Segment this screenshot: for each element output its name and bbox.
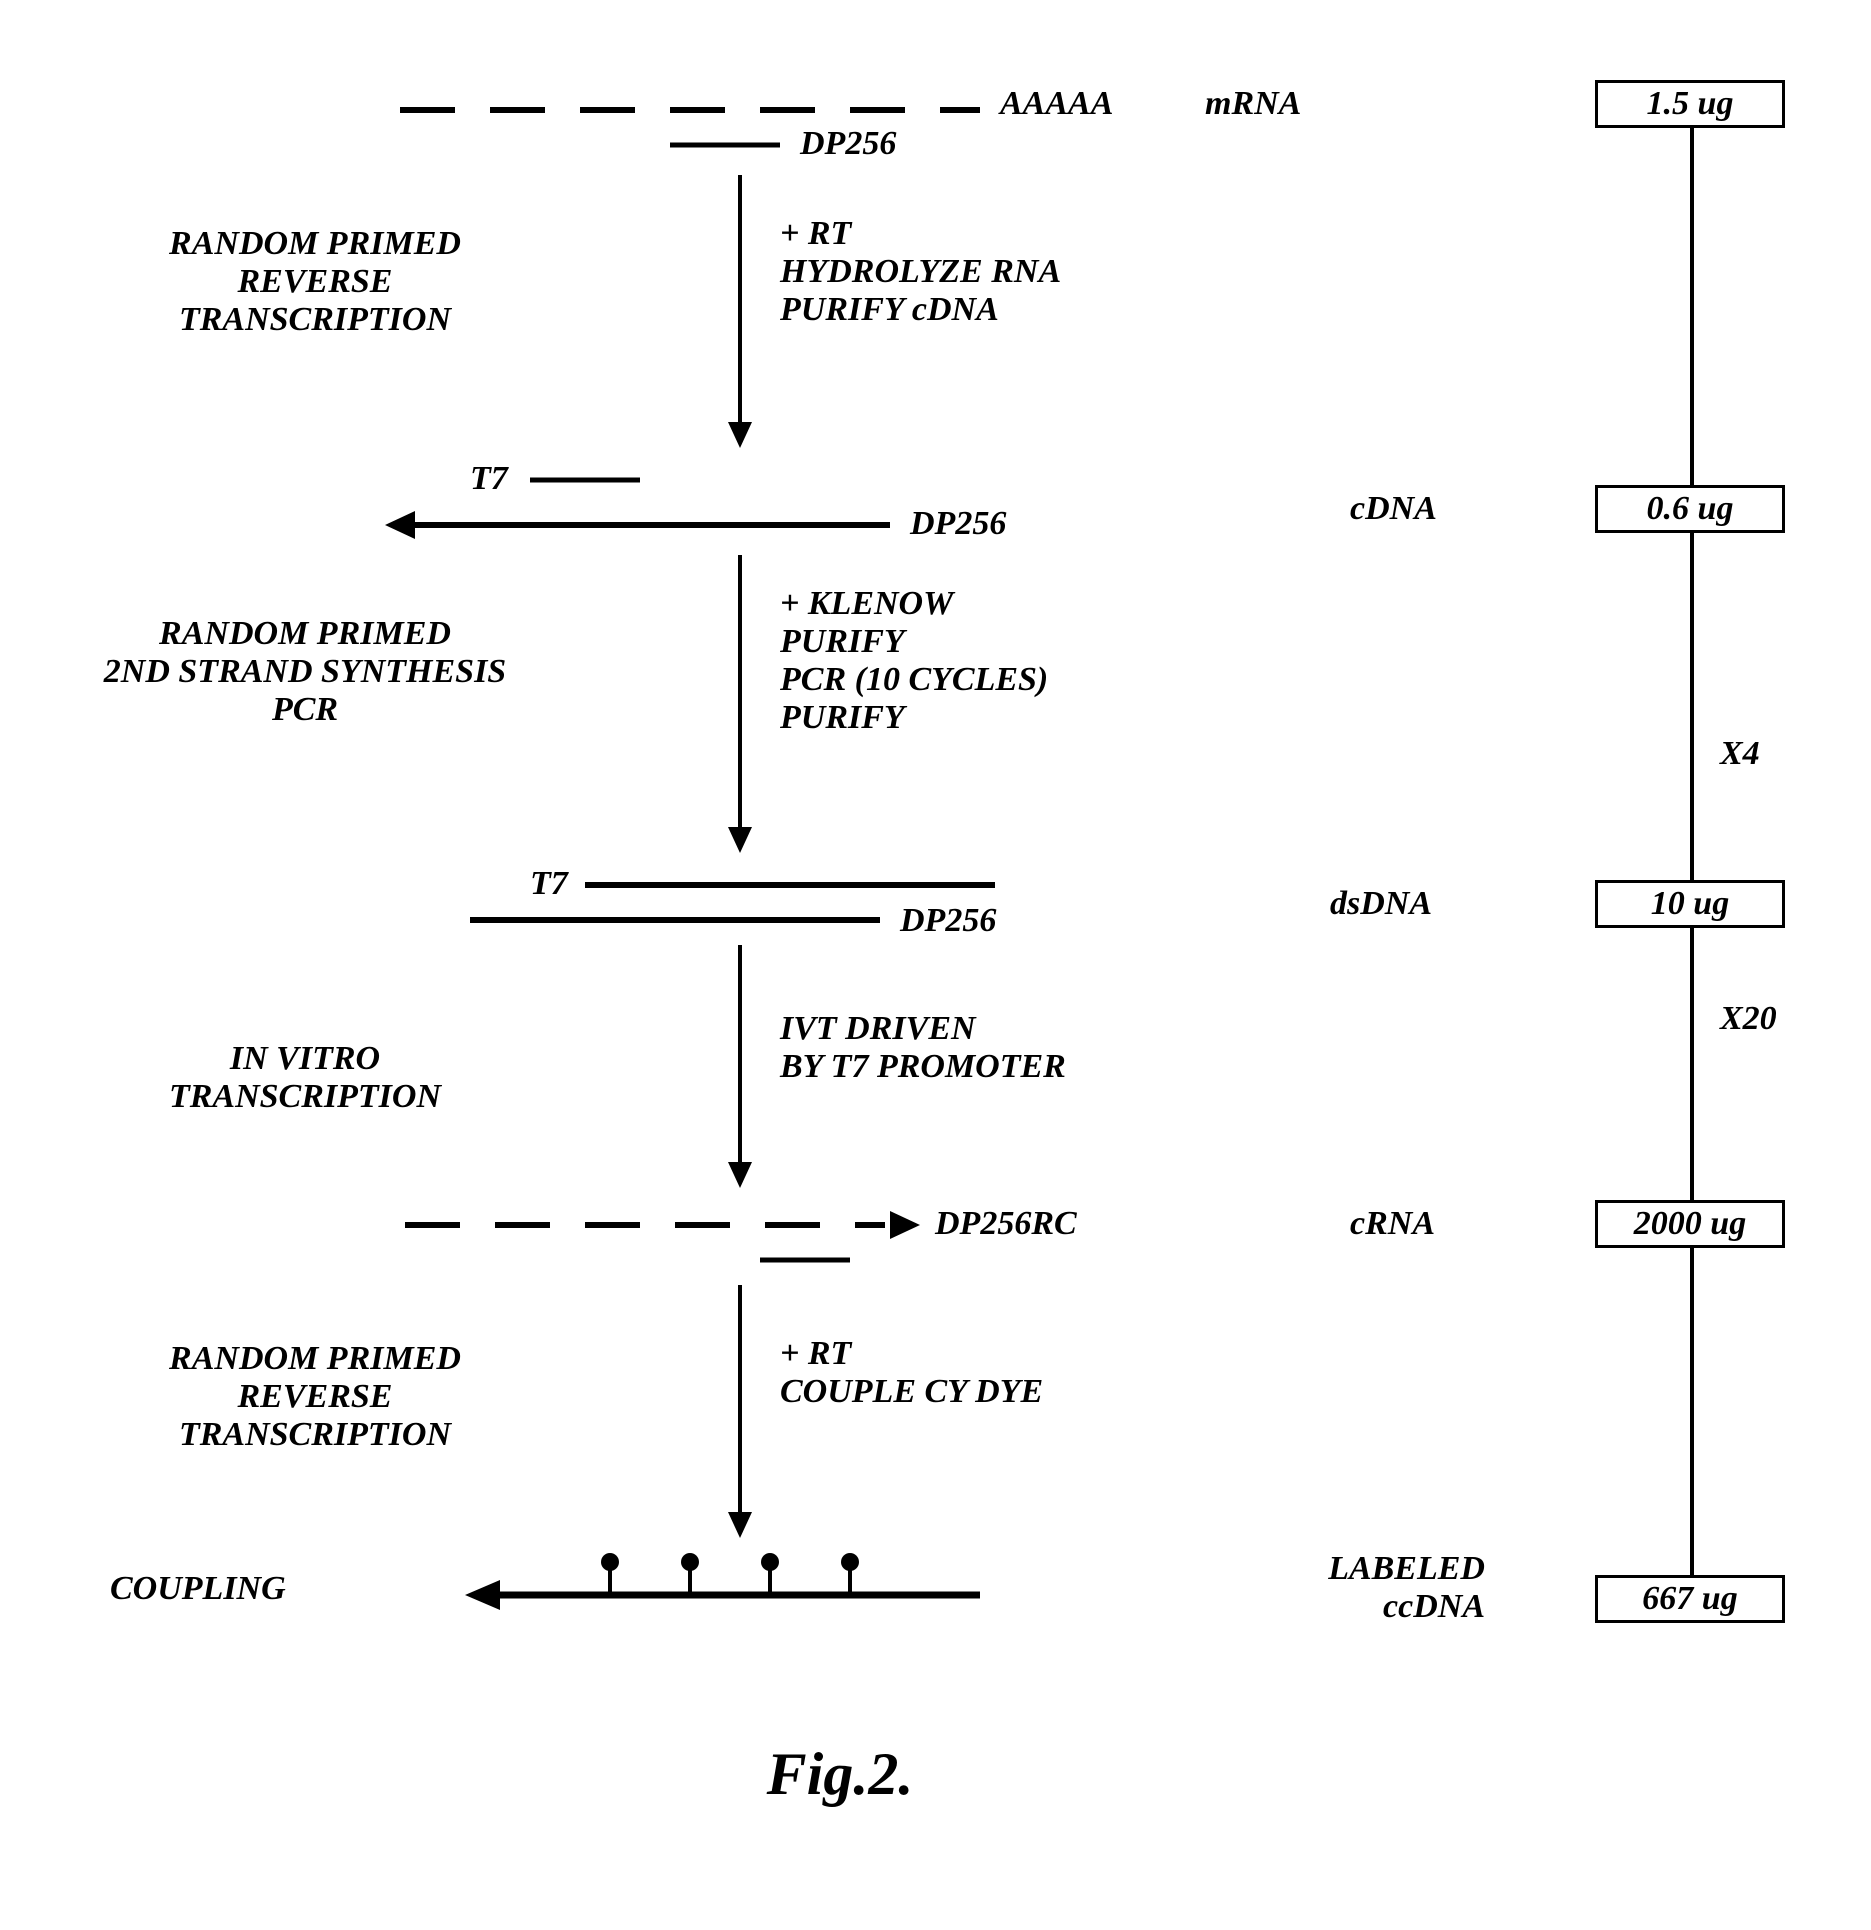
arrow2-l3: PCR (10 CYCLES) [780, 661, 1048, 699]
arrow1-labels: + RT HYDROLYZE RNA PURIFY cDNA [780, 215, 1061, 329]
step1-label: RANDOM PRIMED REVERSE TRANSCRIPTION [105, 225, 525, 339]
arrow1-l1: + RT [780, 215, 1061, 253]
arrow-1 [720, 170, 760, 450]
step1-l1: RANDOM PRIMED [105, 225, 525, 263]
primer-dp256-1 [670, 135, 790, 155]
dp256-label-3: DP256 [900, 902, 996, 940]
step4-l3: TRANSCRIPTION [105, 1416, 525, 1454]
crna-primer [760, 1250, 860, 1270]
yield-box-5: 667 ug [1595, 1575, 1785, 1623]
dp256rc-label: DP256RC [935, 1205, 1077, 1243]
t7-label-2: T7 [530, 865, 568, 903]
labeled-text: LABELED [1305, 1550, 1485, 1588]
step3-label: IN VITRO TRANSCRIPTION [115, 1040, 495, 1116]
diagram-root: AAAAA DP256 mRNA 1.5 ug RANDOM PRIMED RE… [40, 40, 1830, 1890]
cdna-strand [380, 505, 900, 545]
arrow4-l1: + RT [780, 1335, 1043, 1373]
step1-l2: REVERSE [105, 263, 525, 301]
step3-l1: IN VITRO [115, 1040, 495, 1078]
t7-label-1: T7 [470, 460, 508, 498]
molecule-label-mrna: mRNA [1205, 85, 1301, 123]
dsdna-bottom-strand [470, 910, 890, 930]
figure-title: Fig.2. [640, 1740, 1040, 1809]
arrow-2 [720, 550, 760, 855]
step4-l1: RANDOM PRIMED [105, 1340, 525, 1378]
step2-label: RANDOM PRIMED 2ND STRAND SYNTHESIS PCR [55, 615, 555, 729]
primer-dp256-1-label: DP256 [800, 125, 896, 163]
step3-l2: TRANSCRIPTION [115, 1078, 495, 1116]
x20-label: X20 [1720, 1000, 1777, 1038]
molecule-label-dsdna: dsDNA [1330, 885, 1432, 923]
arrow3-l1: IVT DRIVEN [780, 1010, 1066, 1048]
molecule-label-labeled-ccdna: LABELED ccDNA [1305, 1550, 1485, 1626]
dsdna-top-strand [585, 875, 1005, 895]
arrow-4 [720, 1280, 760, 1540]
arrow4-labels: + RT COUPLE CY DYE [780, 1335, 1043, 1411]
arrow3-l2: BY T7 PROMOTER [780, 1048, 1066, 1086]
step2-l1: RANDOM PRIMED [55, 615, 555, 653]
arrow1-l3: PURIFY cDNA [780, 291, 1061, 329]
step4-l2: REVERSE [105, 1378, 525, 1416]
mrna-polya-tail: AAAAA [1000, 85, 1113, 123]
labeled-ccdna-strand [460, 1540, 990, 1610]
ccdna-text: ccDNA [1305, 1588, 1485, 1626]
yield-box-3: 10 ug [1595, 880, 1785, 928]
crna-strand [395, 1205, 925, 1245]
arrow2-l1: + KLENOW [780, 585, 1048, 623]
step5-label: COUPLING [110, 1570, 286, 1608]
arrow-3 [720, 940, 760, 1190]
molecule-label-cdna: cDNA [1350, 490, 1437, 528]
arrow2-l2: PURIFY [780, 623, 1048, 661]
yield-box-2: 0.6 ug [1595, 485, 1785, 533]
yield-box-1: 1.5 ug [1595, 80, 1785, 128]
yield-box-4: 2000 ug [1595, 1200, 1785, 1248]
step4-label: RANDOM PRIMED REVERSE TRANSCRIPTION [105, 1340, 525, 1454]
arrow2-l4: PURIFY [780, 699, 1048, 737]
step1-l3: TRANSCRIPTION [105, 301, 525, 339]
step2-l3: PCR [55, 691, 555, 729]
molecule-label-crna: cRNA [1350, 1205, 1435, 1243]
step2-l2: 2ND STRAND SYNTHESIS [55, 653, 555, 691]
arrow2-labels: + KLENOW PURIFY PCR (10 CYCLES) PURIFY [780, 585, 1048, 737]
dp256-label-2: DP256 [910, 505, 1006, 543]
arrow1-l2: HYDROLYZE RNA [780, 253, 1061, 291]
arrow3-labels: IVT DRIVEN BY T7 PROMOTER [780, 1010, 1066, 1086]
arrow4-l2: COUPLE CY DYE [780, 1373, 1043, 1411]
mrna-strand [390, 90, 1040, 130]
t7-primer-1 [530, 470, 650, 490]
x4-label: X4 [1720, 735, 1760, 773]
yield-timeline [1690, 120, 1694, 1600]
